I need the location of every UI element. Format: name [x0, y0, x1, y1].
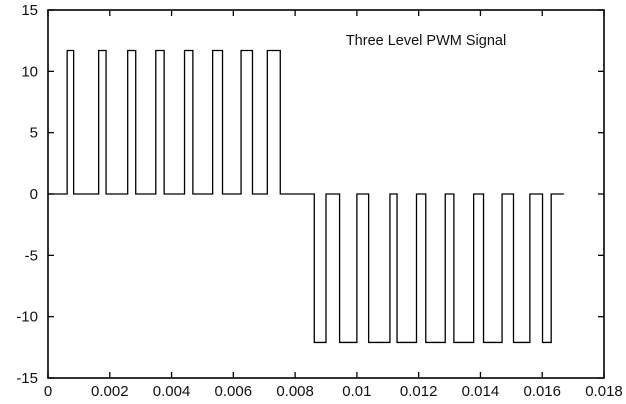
x-tick-label: 0: [44, 383, 52, 400]
tick-labels-layer: 0 0.002 0.004 0.006 0.008 0.01 0.012 0.014 0.016…: [16, 2, 622, 400]
y-tick-label: 5: [30, 125, 38, 142]
y-tick-label: 0: [30, 186, 38, 203]
y-tick-label: -5: [25, 247, 38, 264]
y-tick-label: -10: [16, 309, 38, 326]
x-tick-label: 0.014: [462, 383, 500, 400]
y-tick-label: -15: [16, 370, 38, 387]
x-tick-label: 0.01: [342, 383, 371, 400]
x-tick-label: 0.006: [215, 383, 253, 400]
plot-frame: [47, 9, 605, 379]
x-tick-label: 0.018: [585, 383, 623, 400]
chart-title: Three Level PWM Signal: [346, 33, 506, 49]
pwm-signal-line: [48, 49, 564, 344]
x-tick-label: 0.012: [400, 383, 438, 400]
y-tick-label: 15: [21, 2, 38, 19]
y-tick-label: 10: [21, 63, 38, 80]
x-tick-label: 0.008: [276, 383, 314, 400]
ticks-layer: [47, 9, 605, 379]
x-tick-label: 0.004: [153, 383, 191, 400]
x-tick-label: 0.002: [91, 383, 129, 400]
x-tick-label: 0.016: [523, 383, 561, 400]
series-layer: [48, 49, 564, 344]
